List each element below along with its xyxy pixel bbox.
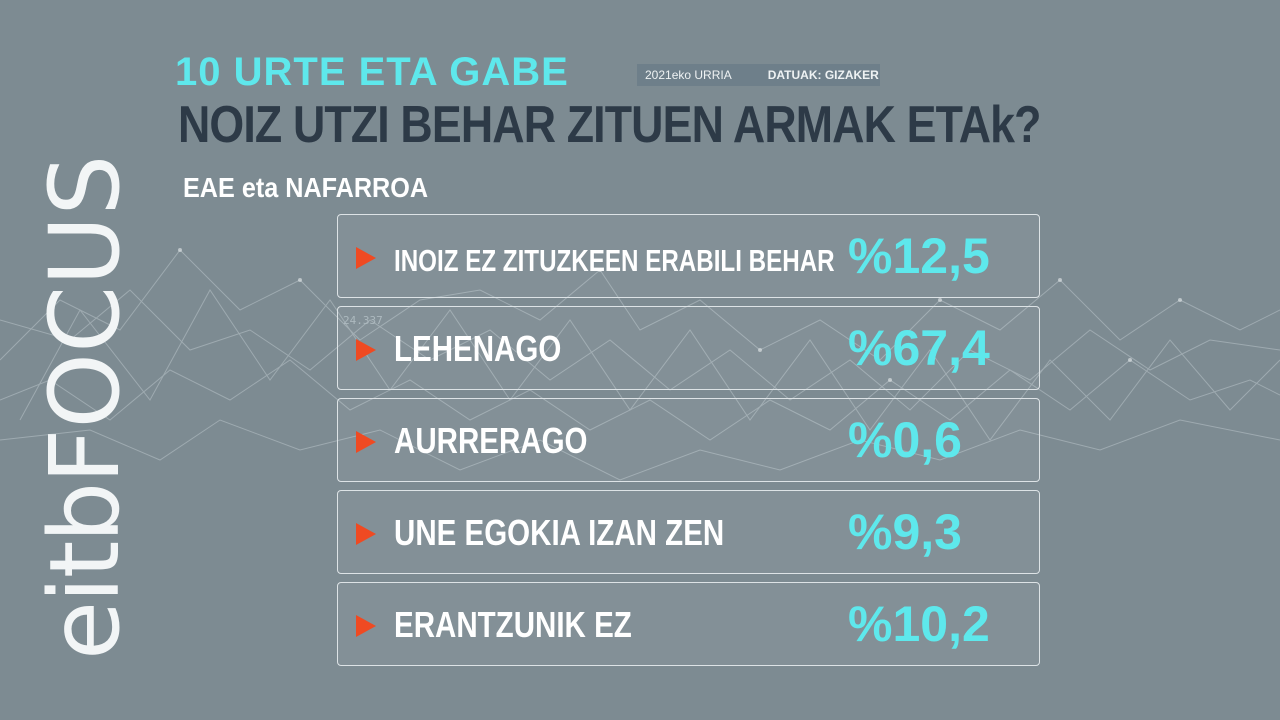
result-value: %9,3 [848,504,962,560]
arrow-right-icon [356,247,376,269]
arrow-right-icon [356,523,376,545]
eitb-focus-logo: eitbFOCUS [29,155,141,660]
result-row: LEHENAGO %67,4 [337,306,1040,390]
result-label: ERANTZUNIK EZ [394,604,632,645]
result-row: ERANTZUNIK EZ %10,2 [337,582,1040,666]
result-row: UNE EGOKIA IZAN ZEN %9,3 [337,490,1040,574]
headline: NOIZ UTZI BEHAR ZITUEN ARMAK ETAk? [178,96,1041,154]
date-label: 2021eko URRIA [645,68,732,82]
logo-product: FOCUS [29,154,141,484]
result-row: AURRERAGO %0,6 [337,398,1040,482]
result-label: UNE EGOKIA IZAN ZEN [394,512,725,553]
source-label: DATUAK: GIZAKER [767,68,879,82]
result-label: LEHENAGO [394,328,562,369]
result-label: AURRERAGO [394,420,588,461]
kicker-title: 10 URTE ETA GABE [175,50,569,94]
result-label: INOIZ EZ ZITUZKEEN ERABILI BEHAR [394,243,835,278]
arrow-right-icon [356,615,376,637]
result-value: %12,5 [848,228,990,284]
result-row: INOIZ EZ ZITUZKEEN ERABILI BEHAR %12,5 [337,214,1040,298]
result-value: %67,4 [848,320,990,376]
meta-bar: 2021eko URRIA DATUAK: GIZAKER [637,64,880,86]
result-value: %0,6 [848,412,962,468]
logo-brand: eitb [29,483,141,660]
result-value: %10,2 [848,596,990,652]
arrow-right-icon [356,431,376,453]
arrow-right-icon [356,339,376,361]
region-subtitle: EAE eta NAFARROA [183,172,429,203]
background-readout: 24.337 [343,314,383,327]
results-table: INOIZ EZ ZITUZKEEN ERABILI BEHAR %12,5 L… [337,214,1040,674]
